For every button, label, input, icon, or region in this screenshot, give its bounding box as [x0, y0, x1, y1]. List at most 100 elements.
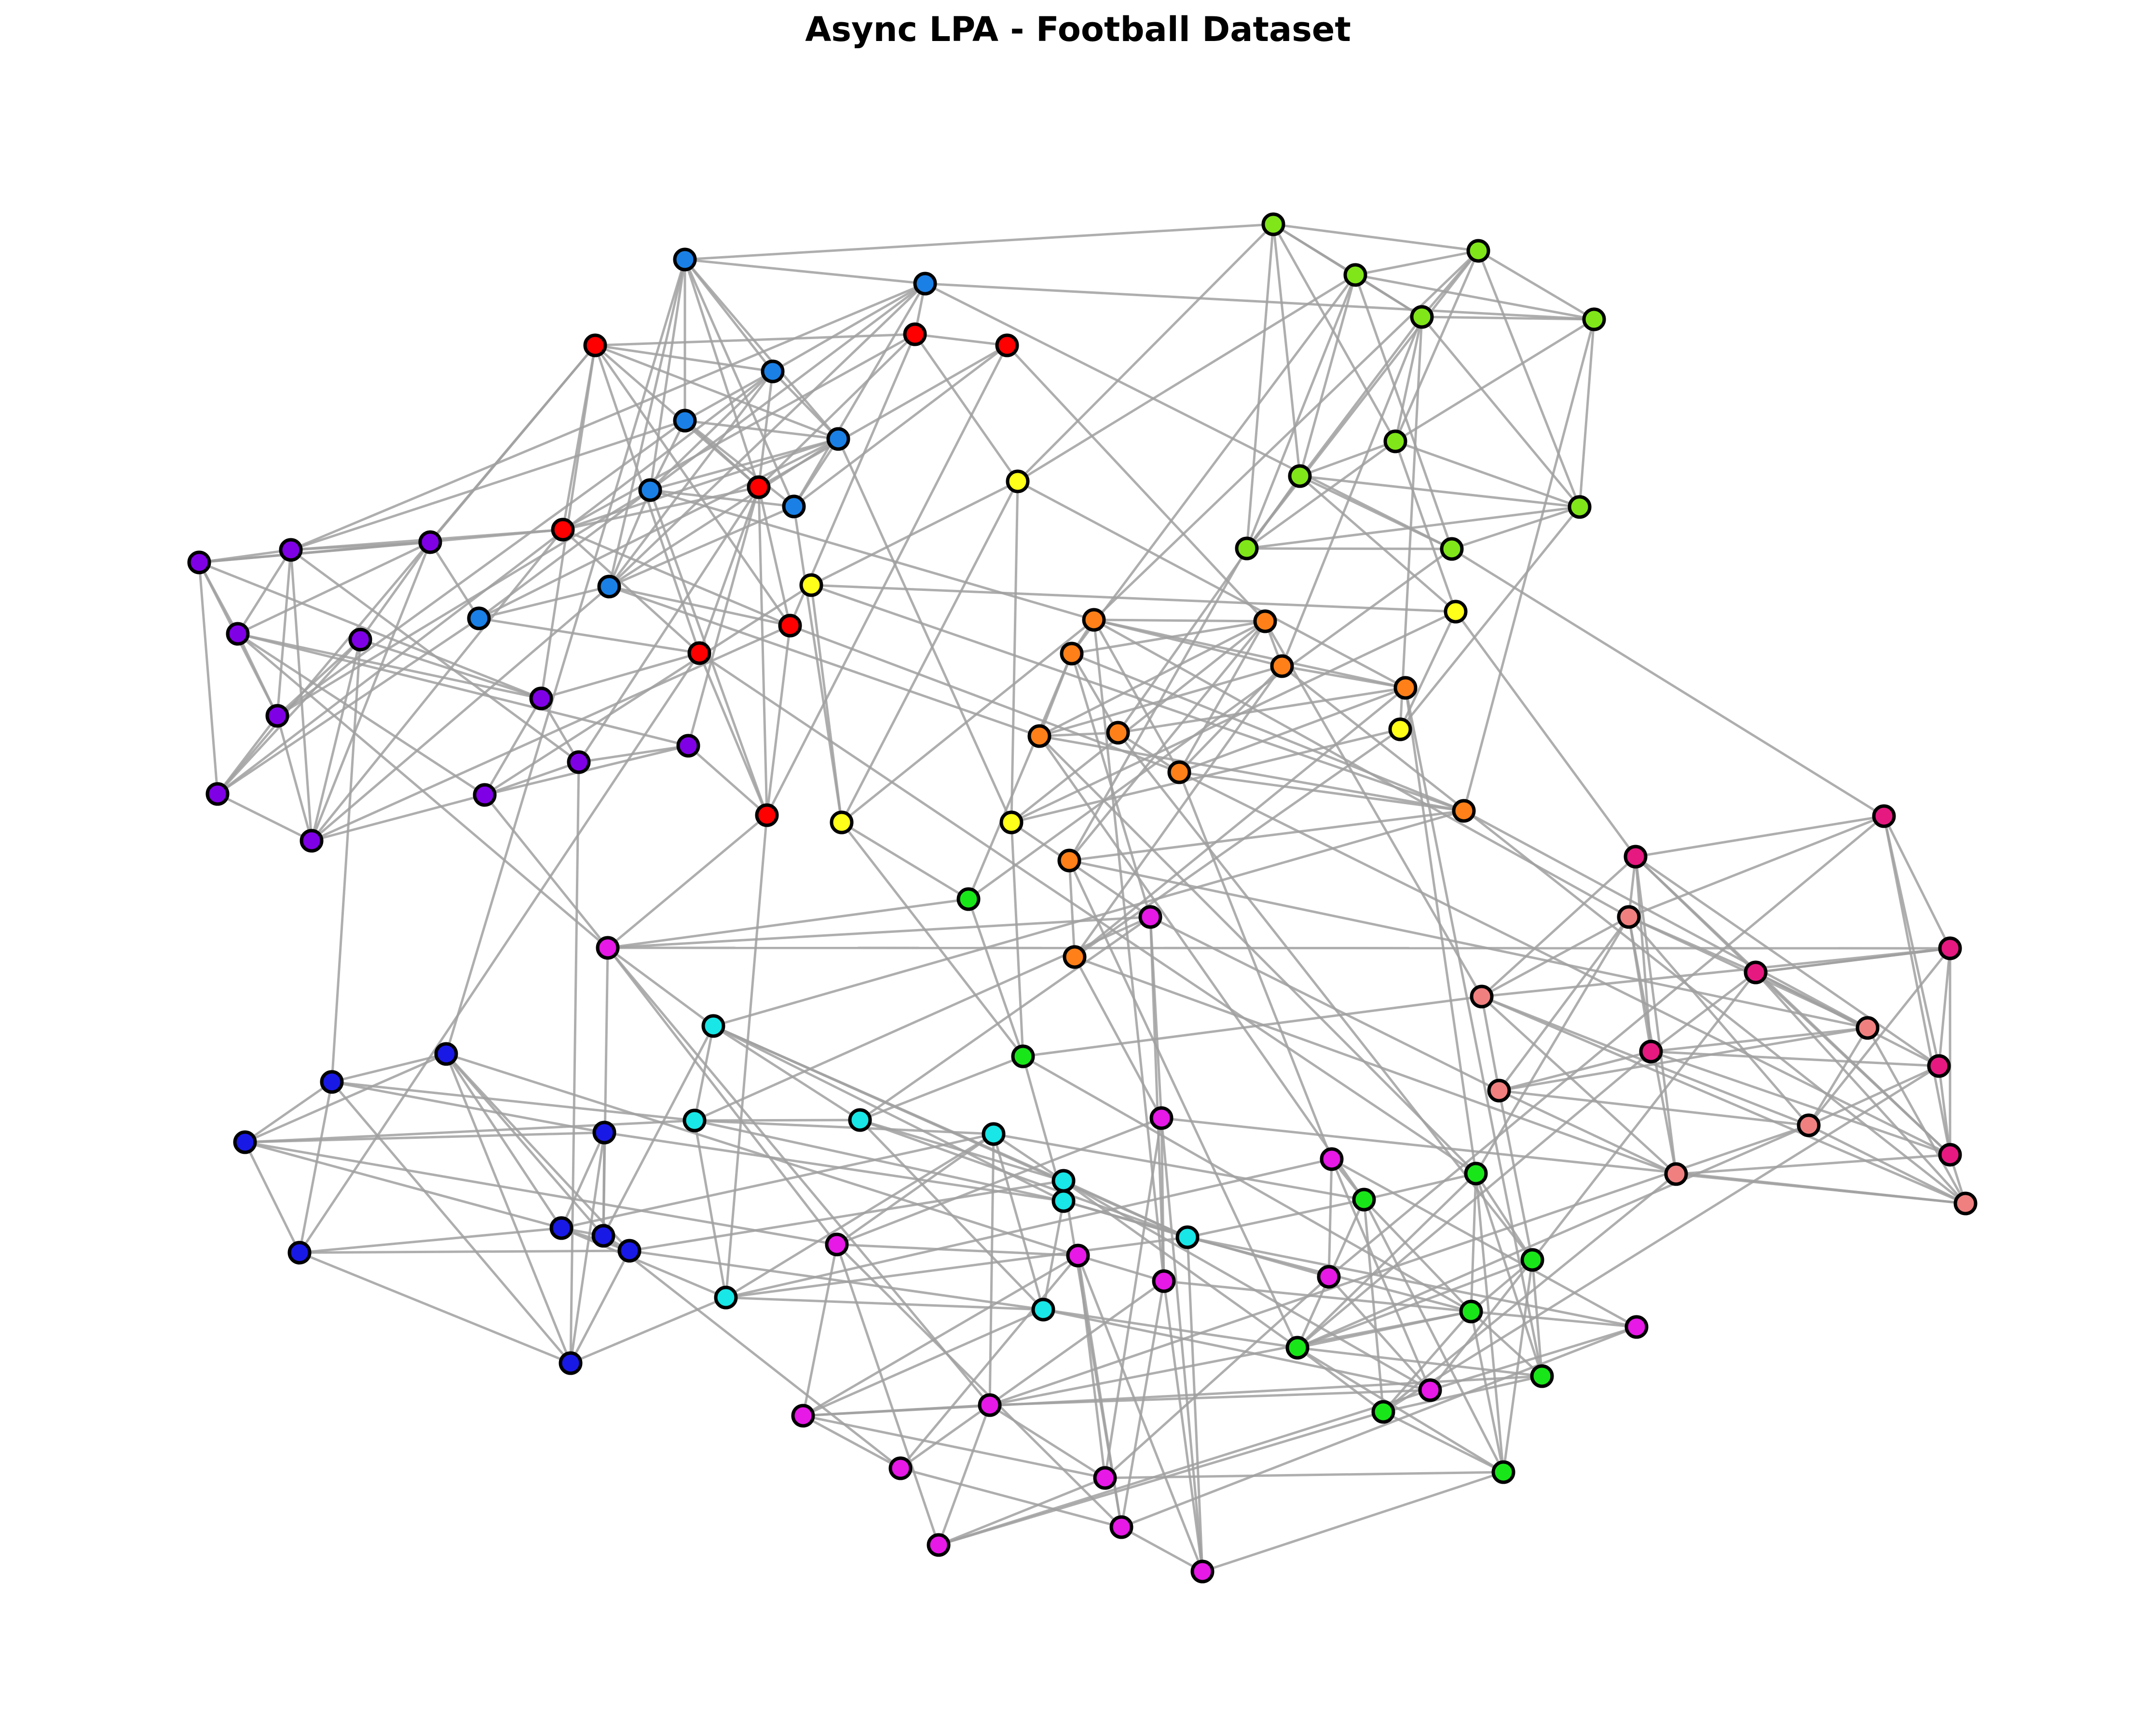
edge	[1328, 1276, 1431, 1391]
edge	[694, 1119, 994, 1135]
node-salmon	[1617, 905, 1641, 929]
node-violet	[226, 622, 250, 646]
edge	[1628, 815, 1884, 918]
edge	[276, 549, 292, 716]
edge	[604, 1131, 1064, 1203]
edge	[1178, 620, 1267, 773]
node-crimson	[1639, 1039, 1663, 1064]
node-orange	[1167, 760, 1191, 784]
edge	[859, 916, 1151, 1121]
edge	[1498, 916, 1630, 1092]
node-magenta	[1066, 1244, 1090, 1268]
edge	[1399, 506, 1581, 730]
edge	[1179, 771, 1464, 812]
node-magenta	[791, 1404, 815, 1428]
edge	[1463, 809, 1869, 1029]
edge	[1071, 652, 1464, 812]
edge	[1117, 732, 1533, 1261]
node-green	[1285, 1336, 1310, 1360]
node-violet	[205, 782, 230, 806]
edge	[1010, 620, 1266, 823]
node-salmon	[1953, 1191, 1978, 1216]
edge	[1296, 1346, 1504, 1474]
edge	[299, 1249, 630, 1254]
edge	[792, 438, 840, 507]
edge	[445, 259, 686, 1054]
nodes-layer	[187, 212, 1978, 1584]
edge	[1481, 856, 1637, 998]
edge	[445, 1053, 630, 1252]
edge	[1178, 772, 1333, 1160]
edge	[310, 639, 362, 841]
edge	[1120, 1526, 1203, 1573]
edge	[1474, 1173, 1505, 1473]
edge	[1074, 728, 1401, 958]
edge	[1117, 475, 1301, 734]
edge	[1186, 1237, 1204, 1572]
edge	[1078, 1254, 1164, 1283]
edge	[860, 1119, 1064, 1182]
edge	[1073, 956, 1163, 1119]
node-magenta	[888, 1456, 913, 1480]
node-magenta	[1317, 1265, 1341, 1289]
edge	[1755, 971, 1951, 1156]
edge	[937, 1405, 991, 1545]
edge	[1160, 1118, 1165, 1282]
node-lime	[1410, 305, 1434, 329]
edge	[1074, 956, 1677, 1175]
edge	[1471, 1310, 1637, 1328]
edge	[607, 916, 1151, 949]
edge	[298, 652, 701, 1254]
edge	[1010, 481, 1019, 823]
node-lime	[1568, 495, 1592, 519]
edge	[1299, 475, 1457, 613]
node-orange	[1063, 945, 1087, 969]
edge	[687, 487, 760, 746]
node-green	[1459, 1299, 1483, 1324]
edge	[629, 1179, 1064, 1252]
edge	[1070, 653, 1119, 734]
edge	[1118, 686, 1406, 734]
edge	[967, 653, 1073, 900]
node-magenta	[1190, 1559, 1214, 1584]
edge	[1281, 316, 1423, 667]
edge	[841, 619, 1095, 823]
node-yellow	[1444, 600, 1468, 624]
edge	[1883, 816, 1951, 1155]
edge	[1330, 1159, 1432, 1391]
edge	[698, 487, 760, 654]
edge	[1394, 318, 1595, 443]
edge	[331, 1052, 447, 1083]
edge	[483, 697, 543, 796]
node-magenta	[1320, 1147, 1344, 1171]
edge	[245, 1131, 605, 1144]
edge	[1296, 1051, 1652, 1349]
edge	[609, 585, 1040, 738]
edge	[810, 480, 1019, 587]
edge	[595, 344, 773, 373]
edge	[1498, 1089, 1677, 1175]
node-yellow	[999, 810, 1023, 834]
edge	[1462, 319, 1596, 811]
node-cyan	[1051, 1189, 1076, 1213]
node-lime	[1440, 537, 1464, 561]
edge	[1451, 547, 1885, 818]
node-lime	[1582, 307, 1606, 331]
node-cyan	[714, 1285, 738, 1310]
edge	[1298, 274, 1357, 477]
edge	[938, 1476, 1105, 1546]
node-navy	[549, 1216, 573, 1240]
node-magenta	[1138, 905, 1162, 929]
node-green	[1371, 1400, 1395, 1424]
edge	[900, 1280, 1165, 1470]
edge	[1299, 440, 1396, 478]
edge	[1474, 1173, 1534, 1261]
edge	[359, 541, 432, 641]
node-navy	[233, 1130, 257, 1154]
edge	[276, 715, 313, 841]
edge	[1635, 815, 1884, 858]
edge	[841, 821, 969, 901]
edge	[1073, 665, 1283, 958]
node-cyan	[982, 1122, 1006, 1146]
edge	[1635, 855, 1940, 1067]
